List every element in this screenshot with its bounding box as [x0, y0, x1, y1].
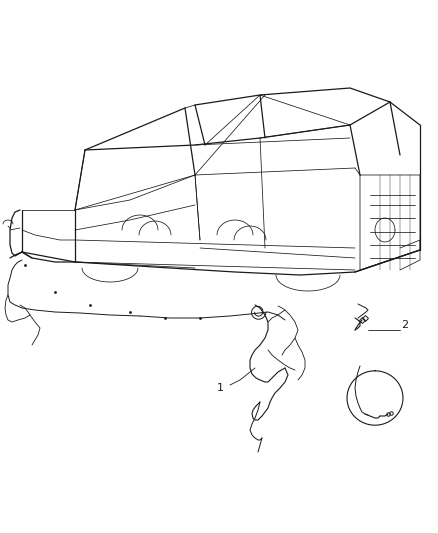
- Text: 1: 1: [216, 383, 223, 393]
- Text: 2: 2: [402, 320, 409, 330]
